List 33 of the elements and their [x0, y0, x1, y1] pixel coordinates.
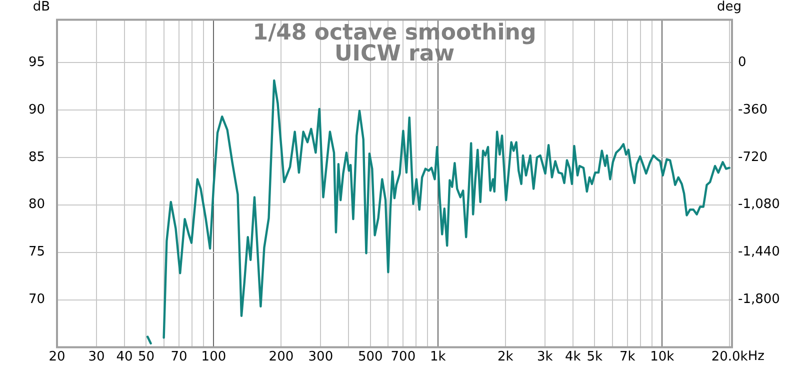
y-tick-label: 75	[28, 244, 45, 260]
x-tick-label: 20.0k	[711, 349, 748, 364]
y2-tick-label: 0	[738, 54, 746, 70]
x-tick-label: 2k	[497, 349, 514, 364]
y2-tick-label: -1,440	[738, 244, 780, 260]
x-tick-label: 4k	[564, 349, 582, 364]
y-tick-label: 90	[28, 102, 45, 118]
x-tick-label: 700	[390, 349, 416, 364]
y-axis-title: dB	[32, 0, 50, 14]
x-tick-label: 50	[138, 349, 154, 364]
x-tick-label: 20	[48, 349, 66, 364]
x-tick-label: 3k	[536, 349, 554, 364]
x-tick-label: 10k	[650, 349, 675, 364]
x-tick-label: 40	[116, 349, 133, 364]
x-tick-label: 7k	[619, 349, 636, 364]
x-tick-label: 30	[88, 349, 105, 364]
y2-tick-label: -1,800	[738, 292, 780, 308]
x-tick-label: 500	[358, 349, 383, 364]
x-tick-label: 1k	[430, 349, 446, 364]
y-tick-label: 95	[28, 54, 45, 70]
x-tick-label: 5k	[586, 349, 603, 364]
x-tick-label: 70	[170, 349, 188, 364]
x-tick-label: 200	[268, 349, 294, 364]
y-tick-label: 85	[28, 150, 45, 165]
x-tick-label: 100	[201, 349, 226, 364]
x-axis-title: Hz	[748, 349, 765, 364]
y2-tick-label: -360	[738, 102, 768, 118]
x-tick-label: 300	[308, 349, 334, 364]
y2-tick-label: -720	[738, 150, 768, 165]
y2-tick-label: -1,080	[738, 197, 780, 212]
y-tick-label: 70	[28, 292, 45, 308]
y-tick-label: 80	[28, 197, 45, 212]
y2-axis-title: deg	[717, 0, 742, 14]
